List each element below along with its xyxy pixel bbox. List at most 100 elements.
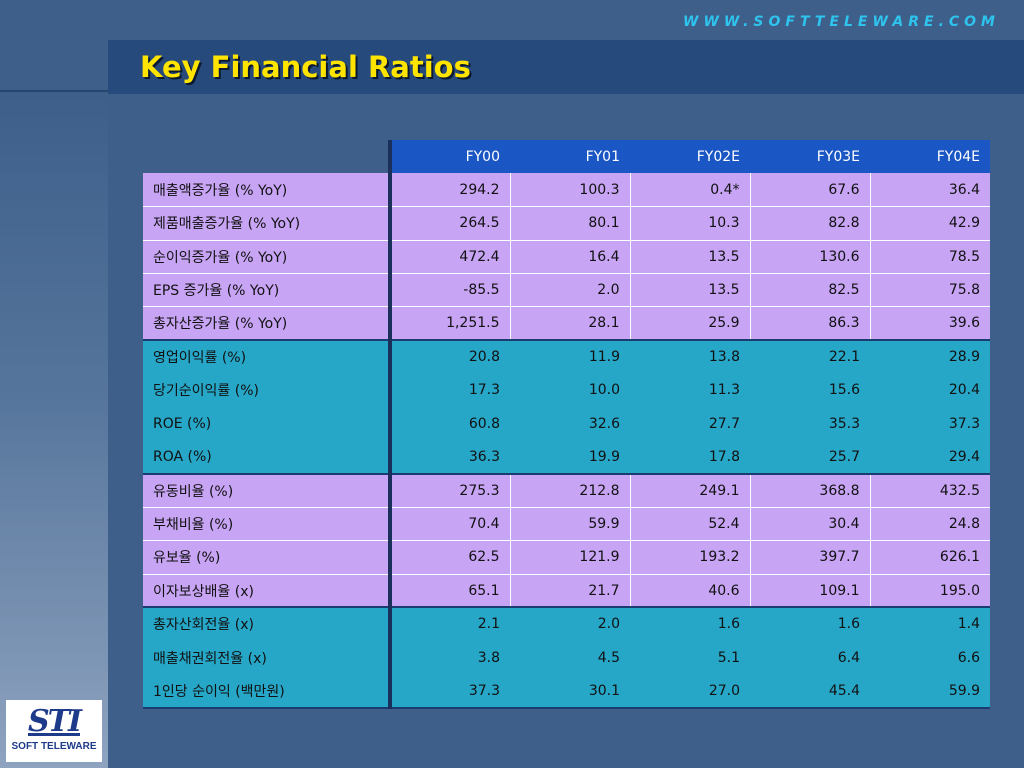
value-cell: 264.5: [388, 206, 510, 241]
financial-ratios-table-container: FY00 FY01 FY02E FY03E FY04E 매출액증가율 (% Yo…: [143, 140, 990, 709]
value-cell: 2.0: [510, 607, 630, 642]
value-cell: 11.3: [630, 373, 750, 408]
value-cell: 1.6: [630, 607, 750, 642]
value-cell: 19.9: [510, 440, 630, 475]
row-label: 총자산회전율 (x): [143, 607, 390, 642]
value-cell: 86.3: [749, 306, 870, 342]
value-cell: 28.9: [870, 340, 990, 375]
row-label: 매출액증가율 (% YoY): [143, 173, 390, 208]
value-cell: 59.9: [870, 674, 990, 709]
column-header: FY02E: [630, 140, 750, 174]
value-cell: 0.4*: [629, 173, 750, 208]
value-cell: 52.4: [629, 507, 750, 542]
row-label: 제품매출증가율 (% YoY): [143, 206, 390, 241]
value-cell: 59.9: [509, 507, 630, 542]
value-cell: 30.1: [510, 674, 630, 709]
value-cell: 11.9: [510, 340, 630, 375]
value-cell: 275.3: [388, 473, 510, 508]
value-cell: 6.4: [750, 640, 870, 675]
value-cell: 17.8: [630, 440, 750, 475]
value-cell: 13.8: [630, 340, 750, 375]
value-cell: 82.5: [749, 273, 870, 308]
table-row: ROE (%) 60.8 32.6 27.7 35.3 37.3: [143, 407, 990, 442]
value-cell: 130.6: [749, 240, 870, 275]
value-cell: 432.5: [869, 473, 990, 508]
value-cell: 65.1: [388, 574, 510, 609]
title-bar: [108, 40, 1024, 94]
table-body: 매출액증가율 (% YoY) 294.2 100.3 0.4* 67.6 36.4 제품매출…: [143, 173, 990, 709]
value-cell: 30.4: [749, 507, 870, 542]
row-label: ROA (%): [143, 440, 390, 475]
value-cell: 40.6: [629, 574, 750, 609]
financial-ratios-table: FY00 FY01 FY02E FY03E FY04E 매출액증가율 (% Yo…: [143, 140, 990, 709]
value-cell: 25.7: [750, 440, 870, 475]
table-row: 영업이익률 (%) 20.8 11.9 13.8 22.1 28.9: [143, 340, 990, 375]
value-cell: 13.5: [629, 240, 750, 275]
table-row: 매출채권회전율 (x) 3.8 4.5 5.1 6.4 6.6: [143, 640, 990, 675]
page-title: Key Financial Ratios: [140, 50, 471, 84]
value-cell: 626.1: [869, 540, 990, 575]
table-row: 당기순이익률 (%) 17.3 10.0 11.3 15.6 20.4: [143, 373, 990, 408]
value-cell: 195.0: [869, 574, 990, 609]
value-cell: 212.8: [509, 473, 630, 508]
value-cell: 21.7: [509, 574, 630, 609]
value-cell: 35.3: [750, 407, 870, 442]
row-label: EPS 증가율 (% YoY): [143, 273, 390, 308]
value-cell: 36.3: [388, 440, 510, 475]
value-cell: 37.3: [870, 407, 990, 442]
value-cell: 75.8: [869, 273, 990, 308]
table-row: 제품매출증가율 (% YoY) 264.5 80.1 10.3 82.8 42.9: [143, 206, 990, 241]
row-label: 매출채권회전율 (x): [143, 640, 390, 675]
column-header: FY03E: [750, 140, 870, 174]
table-header-row: FY00 FY01 FY02E FY03E FY04E: [143, 140, 990, 174]
logo-text: SOFT TELEWARE: [11, 741, 97, 752]
value-cell: 70.4: [388, 507, 510, 542]
table-row: 유동비율 (%) 275.3 212.8 249.1 368.8 432.5: [143, 473, 990, 508]
value-cell: 193.2: [629, 540, 750, 575]
row-label: 부채비율 (%): [143, 507, 390, 542]
row-label: ROE (%): [143, 407, 390, 442]
website-url: WWW.SOFTTELEWARE.COM: [683, 14, 1000, 30]
table-row: 부채비율 (%) 70.4 59.9 52.4 30.4 24.8: [143, 507, 990, 542]
value-cell: 249.1: [629, 473, 750, 508]
value-cell: 20.8: [388, 340, 510, 375]
value-cell: 368.8: [749, 473, 870, 508]
value-cell: 42.9: [869, 206, 990, 241]
value-cell: 80.1: [509, 206, 630, 241]
value-cell: 6.6: [870, 640, 990, 675]
table-row: 유보율 (%) 62.5 121.9 193.2 397.7 626.1: [143, 540, 990, 575]
value-cell: 2.0: [509, 273, 630, 308]
row-label: 이자보상배율 (x): [143, 574, 390, 609]
column-header: FY01: [510, 140, 630, 174]
value-cell: 10.0: [510, 373, 630, 408]
value-cell: 1.6: [750, 607, 870, 642]
row-label: 당기순이익률 (%): [143, 373, 390, 408]
value-cell: 17.3: [388, 373, 510, 408]
value-cell: 60.8: [388, 407, 510, 442]
value-cell: 15.6: [750, 373, 870, 408]
value-cell: 37.3: [388, 674, 510, 709]
table-row: 순이익증가율 (% YoY) 472.4 16.4 13.5 130.6 78.5: [143, 240, 990, 275]
value-cell: 78.5: [869, 240, 990, 275]
value-cell: 5.1: [630, 640, 750, 675]
table-row: ROA (%) 36.3 19.9 17.8 25.7 29.4: [143, 440, 990, 475]
value-cell: 22.1: [750, 340, 870, 375]
value-cell: 109.1: [749, 574, 870, 609]
value-cell: 1,251.5: [388, 306, 510, 342]
value-cell: 397.7: [749, 540, 870, 575]
value-cell: 121.9: [509, 540, 630, 575]
value-cell: 4.5: [510, 640, 630, 675]
row-label: 총자산증가율 (% YoY): [143, 306, 390, 342]
value-cell: 39.6: [869, 306, 990, 342]
value-cell: 24.8: [869, 507, 990, 542]
table-row: 이자보상배율 (x) 65.1 21.7 40.6 109.1 195.0: [143, 574, 990, 609]
value-cell: 2.1: [388, 607, 510, 642]
value-cell: 10.3: [629, 206, 750, 241]
value-cell: 29.4: [870, 440, 990, 475]
table-row: 총자산회전율 (x) 2.1 2.0 1.6 1.6 1.4: [143, 607, 990, 642]
value-cell: 82.8: [749, 206, 870, 241]
value-cell: 62.5: [388, 540, 510, 575]
value-cell: 20.4: [870, 373, 990, 408]
company-logo: STI SOFT TELEWARE: [6, 700, 102, 762]
table-row: 1인당 순이익 (백만원) 37.3 30.1 27.0 45.4 59.9: [143, 674, 990, 709]
